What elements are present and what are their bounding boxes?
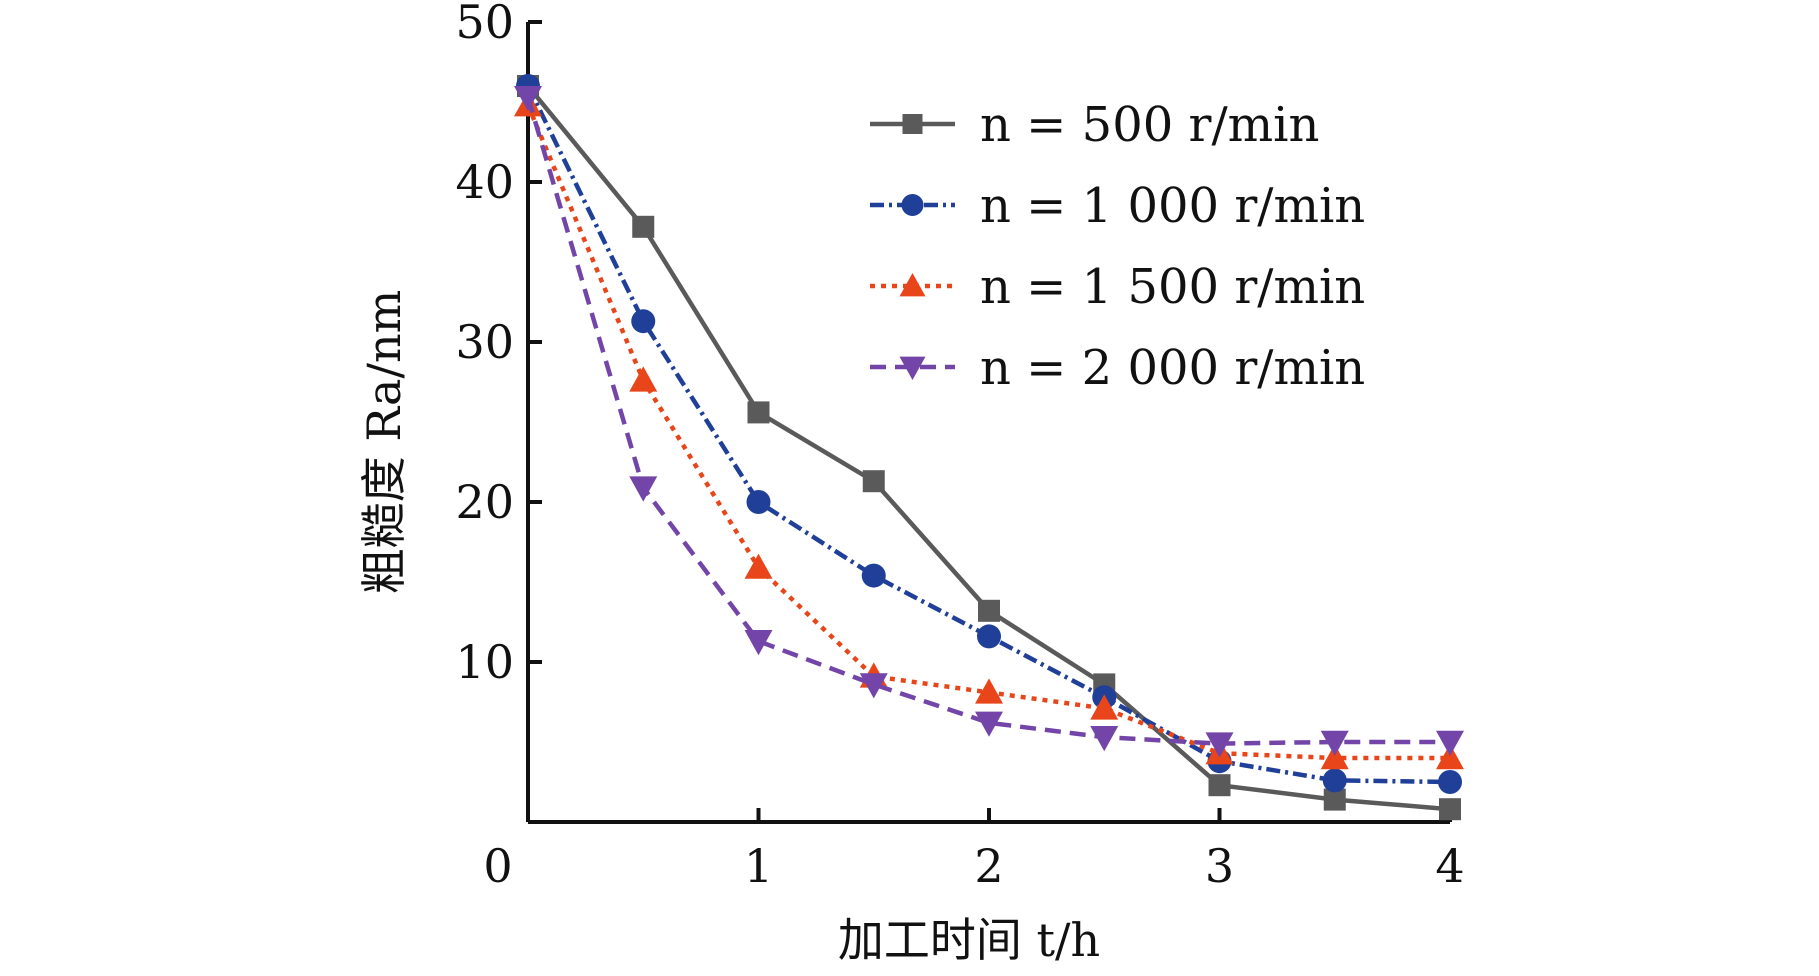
data-point bbox=[746, 490, 771, 514]
legend-label: n = 1 000 r/min bbox=[980, 178, 1365, 234]
data-point bbox=[1322, 768, 1347, 793]
legend-marker bbox=[901, 194, 924, 216]
data-point bbox=[861, 563, 886, 588]
data-point bbox=[747, 401, 770, 424]
axes: 10 20 30 40 50 0 1 2 3 4 bbox=[455, 0, 1464, 893]
x-tick-label: 1 bbox=[744, 839, 773, 893]
data-point bbox=[1320, 730, 1349, 756]
legend-marker bbox=[902, 114, 923, 134]
x-tick-label: 4 bbox=[1435, 839, 1464, 893]
data-point bbox=[1090, 726, 1119, 752]
legend-entry: n = 2 000 r/min bbox=[870, 340, 1365, 396]
series-4 bbox=[514, 86, 1464, 758]
y-tick-label: 30 bbox=[455, 315, 514, 369]
series-layer bbox=[514, 74, 1464, 821]
data-point bbox=[859, 673, 888, 699]
y-tick-label: 10 bbox=[455, 635, 514, 689]
data-point bbox=[1438, 770, 1462, 794]
data-point bbox=[1320, 744, 1349, 770]
data-point bbox=[629, 476, 658, 502]
x-axis-title: 加工时间 t/h bbox=[838, 913, 1100, 967]
legend-marker bbox=[899, 273, 926, 297]
x-tick-label: 2 bbox=[974, 839, 1003, 893]
y-tick-label: 50 bbox=[455, 0, 514, 49]
data-point bbox=[1323, 788, 1346, 811]
series-line bbox=[525, 96, 1450, 746]
y-tick-label: 40 bbox=[455, 155, 514, 209]
y-axis-title: 粗糙度 Ra/nm bbox=[357, 290, 411, 594]
series-1 bbox=[517, 75, 1461, 821]
data-point bbox=[631, 309, 656, 334]
data-point bbox=[1208, 774, 1231, 797]
series-line bbox=[525, 85, 1451, 785]
legend-label: n = 2 000 r/min bbox=[980, 340, 1365, 396]
y-tick-label: 20 bbox=[455, 475, 514, 529]
data-point bbox=[514, 86, 542, 112]
data-point bbox=[1436, 730, 1464, 756]
x-tick-label: 3 bbox=[1205, 839, 1234, 893]
legend: n = 500 r/min n = 1 000 r/min n = 1 500 r/… bbox=[870, 97, 1365, 396]
data-point bbox=[744, 630, 773, 656]
data-point bbox=[744, 553, 773, 579]
data-point bbox=[1205, 732, 1234, 758]
data-point bbox=[975, 678, 1003, 704]
data-point bbox=[977, 624, 1001, 649]
legend-marker bbox=[899, 356, 926, 380]
x-tick-label: 0 bbox=[483, 839, 512, 893]
legend-entry: n = 500 r/min bbox=[870, 97, 1319, 153]
data-point bbox=[1090, 694, 1119, 720]
legend-entry: n = 1 500 r/min bbox=[870, 259, 1365, 315]
data-point bbox=[629, 366, 658, 392]
data-point bbox=[975, 711, 1003, 737]
legend-entry: n = 1 000 r/min bbox=[870, 178, 1365, 234]
data-point bbox=[632, 215, 655, 238]
data-point bbox=[1439, 798, 1461, 821]
data-point bbox=[978, 599, 1000, 622]
legend-label: n = 1 500 r/min bbox=[980, 259, 1365, 315]
legend-label: n = 500 r/min bbox=[980, 97, 1319, 153]
data-point bbox=[1436, 744, 1464, 770]
data-point bbox=[862, 470, 885, 493]
